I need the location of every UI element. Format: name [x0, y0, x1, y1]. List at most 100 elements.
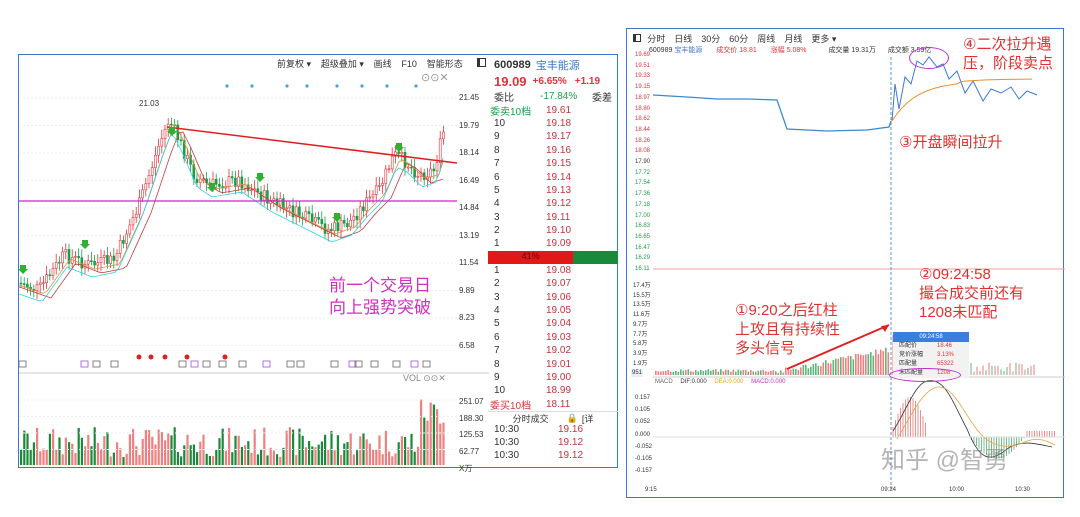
candle-body — [102, 255, 106, 258]
volume-bar — [68, 442, 71, 465]
annotation-sell-point: ④二次拉升遇 压，阶段卖点 — [963, 35, 1053, 73]
volume-bar — [180, 456, 183, 465]
level-price: 19.01 — [546, 358, 572, 370]
volume-bar — [269, 447, 272, 465]
signal-dot — [335, 84, 339, 88]
volume-bar — [218, 438, 221, 465]
auction-volume-bar — [885, 347, 887, 375]
stock-name[interactable]: 宝丰能源 — [535, 59, 580, 72]
volume-bar — [343, 443, 346, 465]
price-tick: 16.47 — [635, 244, 651, 251]
auction-volume-bar — [655, 370, 657, 375]
intraday-panel: 分时 日线 30分 60分 周线 月线 更多 ▾ 600989 宝丰能源 成交价 18.81… — [626, 28, 1065, 498]
auction-volume-bar — [772, 370, 775, 375]
book-row: 3 19.11 — [488, 211, 618, 224]
price-tick: 19.69 — [635, 52, 651, 58]
breakout-annotation: 前一个交易日 向上强势突破 — [329, 275, 431, 319]
toolbar-pattern[interactable]: 智能形态 — [426, 59, 463, 69]
trades-more[interactable]: [详 — [581, 413, 594, 424]
price-tick: 19.79 — [459, 120, 480, 130]
panel-toggle-icon[interactable] — [633, 34, 641, 42]
tab-1[interactable]: 日线 — [674, 34, 693, 44]
tab-6[interactable]: 更多 ▾ — [811, 34, 837, 44]
trade-time: 10:30 — [494, 424, 520, 436]
volume-bar — [279, 456, 282, 465]
tab-5[interactable]: 月线 — [784, 34, 803, 44]
candle-body — [288, 205, 292, 209]
toolbar-f10[interactable]: F10 — [401, 59, 417, 69]
event-star-icon — [184, 354, 190, 360]
macd-name: MACD — [655, 379, 673, 385]
candle-body — [54, 261, 58, 269]
news-marker-icon — [178, 360, 187, 368]
volume-bar — [439, 423, 442, 465]
intraday-chart — [652, 56, 1065, 489]
candle-body — [250, 189, 253, 192]
candle-body — [304, 211, 308, 219]
buy-arrow-icon — [80, 240, 90, 249]
volume-bar — [96, 442, 99, 465]
auction-volume-bar — [690, 371, 692, 375]
buy10-value: 18.11 — [546, 398, 571, 410]
candle-body — [234, 177, 237, 187]
kline-chart — [19, 84, 489, 465]
volume-bar — [429, 402, 432, 465]
tab-4[interactable]: 周线 — [757, 34, 776, 44]
candle-body — [381, 183, 384, 186]
price-tick: 21.45 — [459, 93, 480, 102]
toolbar-overlay[interactable]: 超级叠加 ▾ — [320, 59, 364, 69]
volume-bar — [288, 427, 291, 465]
lock-icon[interactable]: 🔒 — [566, 412, 578, 423]
volume-bar — [170, 435, 173, 465]
auction-volume-bar — [852, 359, 855, 375]
volume-bar — [23, 430, 26, 465]
panel-toggle-icon[interactable] — [477, 58, 486, 67]
dif-line — [892, 380, 1053, 458]
ratio-label: 委比 — [494, 93, 514, 105]
level-price: 19.05 — [546, 305, 572, 317]
tab-3[interactable]: 60分 — [729, 34, 749, 44]
trade-time: 10:30 — [494, 450, 520, 462]
book-row: 3 19.06 — [488, 290, 618, 303]
auction-volume-bar — [755, 371, 757, 375]
price-tick: 11.54 — [459, 258, 479, 267]
candle-body — [90, 260, 93, 262]
level-label: 5 — [494, 184, 500, 196]
annotation-line: 多头信号 — [735, 340, 796, 357]
candle-body — [42, 282, 45, 285]
chart-controls[interactable]: ⊙⊙✕ — [421, 72, 449, 84]
volume-bar — [20, 449, 23, 465]
candle-body — [246, 184, 250, 191]
volume-bar — [426, 420, 429, 465]
unmatched-highlight-ellipse — [889, 368, 961, 382]
tab-2[interactable]: 30分 — [701, 34, 721, 44]
level-price: 19.03 — [546, 331, 572, 343]
volume-bar — [378, 435, 381, 465]
volume-bar — [413, 451, 416, 465]
annotation-line: 前一个交易日 — [329, 276, 431, 295]
toolbar-draw[interactable]: 画线 — [373, 59, 392, 69]
level-price: 19.14 — [546, 171, 572, 183]
tab-0[interactable]: 分时 — [647, 34, 666, 44]
news-marker-icon — [296, 360, 305, 368]
auction-volume-bar — [670, 371, 672, 375]
candle-body — [291, 205, 295, 218]
toolbar-adjust[interactable]: 前复权 ▾ — [277, 59, 312, 69]
level-label: 8 — [494, 144, 500, 156]
vol-controls[interactable]: VOL ⊙⊙✕ — [403, 373, 446, 383]
buy-arrow-icon — [19, 265, 28, 274]
volume-bar — [436, 409, 439, 465]
auction-volume-bar — [667, 369, 670, 375]
level-price: 19.08 — [546, 264, 572, 276]
news-marker-icon — [262, 360, 271, 368]
news-marker-icon — [190, 360, 199, 368]
price-tick: 9.89 — [459, 285, 475, 295]
signal-dot — [414, 84, 418, 88]
auction-volume-bar — [797, 369, 800, 375]
time-tick: 10:00 — [949, 487, 965, 493]
level-price: 19.11 — [546, 211, 571, 223]
tooltip-value: 65322 — [937, 361, 954, 367]
volume-bar — [336, 435, 339, 465]
bar-pct: 41% — [521, 250, 540, 261]
volume-bar — [247, 441, 250, 465]
